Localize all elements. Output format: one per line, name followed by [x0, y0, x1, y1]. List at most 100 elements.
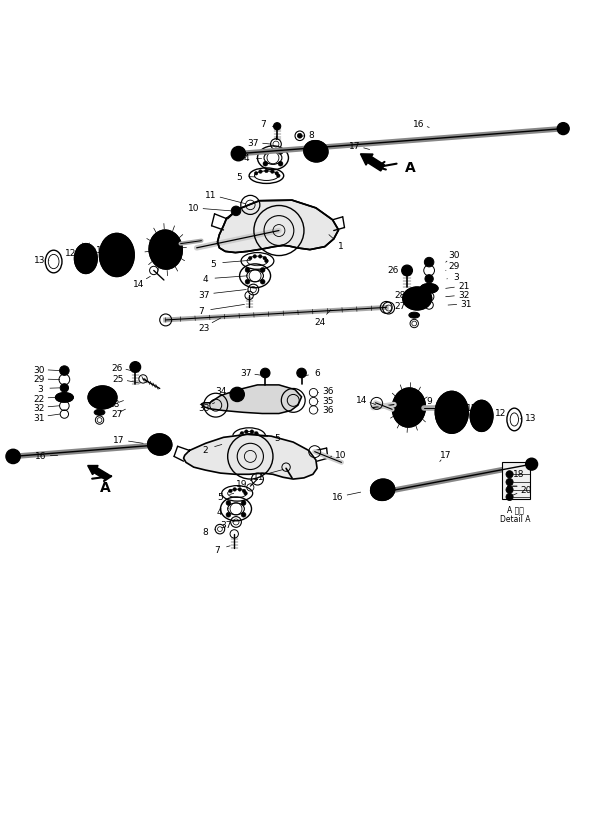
Text: 36: 36: [322, 387, 334, 395]
Circle shape: [297, 134, 302, 139]
Circle shape: [231, 207, 241, 216]
Polygon shape: [201, 385, 302, 414]
Text: 37: 37: [221, 521, 232, 530]
Text: 5: 5: [274, 433, 280, 442]
FancyArrow shape: [88, 466, 109, 480]
Circle shape: [263, 257, 266, 261]
Circle shape: [238, 488, 241, 492]
Text: 24: 24: [315, 317, 325, 326]
Circle shape: [256, 435, 260, 438]
Circle shape: [241, 501, 246, 506]
Text: 16: 16: [412, 119, 424, 128]
Ellipse shape: [88, 387, 117, 409]
Text: 10: 10: [188, 205, 200, 213]
Circle shape: [263, 162, 268, 167]
Text: 7: 7: [260, 119, 266, 128]
Text: 25: 25: [112, 375, 124, 384]
Circle shape: [506, 487, 513, 493]
Text: 5: 5: [210, 259, 216, 268]
Ellipse shape: [149, 231, 182, 270]
Text: 26: 26: [387, 266, 399, 274]
Text: 8: 8: [309, 131, 315, 140]
Text: 23: 23: [198, 323, 210, 332]
Circle shape: [231, 147, 246, 161]
Text: 16: 16: [332, 493, 344, 502]
Ellipse shape: [74, 244, 97, 274]
Text: A 詳細
Detail A: A 詳細 Detail A: [500, 504, 531, 524]
Text: 3: 3: [454, 272, 460, 282]
Text: 12: 12: [64, 248, 76, 258]
Circle shape: [265, 260, 268, 263]
Text: 27: 27: [395, 301, 406, 310]
Text: 33: 33: [198, 403, 210, 412]
Text: 35: 35: [322, 397, 334, 406]
Text: 13: 13: [33, 256, 45, 265]
Text: 14: 14: [355, 395, 367, 404]
FancyBboxPatch shape: [502, 463, 530, 500]
Circle shape: [254, 172, 258, 176]
Text: 4: 4: [216, 508, 222, 517]
Circle shape: [226, 513, 231, 518]
Text: 5: 5: [237, 172, 243, 181]
Circle shape: [425, 275, 433, 284]
Text: 30: 30: [448, 251, 460, 260]
Circle shape: [260, 280, 265, 285]
Circle shape: [233, 488, 237, 492]
Text: 7: 7: [198, 307, 204, 316]
Text: 6: 6: [315, 369, 321, 378]
Text: 19: 19: [235, 479, 247, 489]
Text: 5: 5: [218, 493, 224, 502]
Circle shape: [259, 171, 262, 174]
Text: 17: 17: [440, 450, 452, 459]
Text: 36: 36: [322, 406, 334, 414]
Text: 15: 15: [466, 403, 478, 412]
Text: 34: 34: [215, 387, 226, 396]
Circle shape: [277, 175, 280, 178]
Text: 32: 32: [33, 403, 45, 412]
FancyArrow shape: [361, 155, 384, 171]
Text: 4: 4: [244, 154, 250, 163]
Ellipse shape: [409, 313, 420, 319]
Text: 4: 4: [203, 275, 209, 284]
Text: 18: 18: [513, 469, 524, 478]
Text: 3: 3: [38, 384, 44, 393]
Ellipse shape: [403, 288, 432, 310]
Ellipse shape: [420, 284, 438, 294]
Circle shape: [278, 162, 283, 167]
Text: 28: 28: [395, 291, 406, 300]
Circle shape: [506, 471, 513, 479]
Text: 11: 11: [253, 472, 265, 481]
Circle shape: [297, 368, 306, 378]
Circle shape: [240, 432, 244, 436]
Text: 11: 11: [205, 191, 217, 200]
Circle shape: [271, 171, 274, 174]
Text: 26: 26: [111, 363, 123, 372]
Circle shape: [226, 501, 231, 506]
Circle shape: [130, 362, 141, 373]
Ellipse shape: [100, 234, 134, 277]
Text: 1: 1: [338, 242, 344, 251]
Text: 7: 7: [215, 545, 221, 554]
Text: 30: 30: [33, 365, 45, 374]
Circle shape: [424, 258, 434, 267]
Circle shape: [260, 368, 270, 378]
Circle shape: [250, 431, 254, 434]
Text: 14: 14: [132, 280, 144, 289]
Ellipse shape: [371, 479, 395, 501]
Text: 37: 37: [240, 369, 252, 378]
Text: 20: 20: [520, 486, 532, 494]
Circle shape: [60, 384, 69, 392]
Text: 9: 9: [426, 397, 432, 406]
Text: 13: 13: [524, 413, 536, 422]
Circle shape: [275, 172, 278, 176]
Circle shape: [245, 280, 250, 285]
Circle shape: [265, 170, 268, 174]
Circle shape: [253, 255, 256, 259]
Ellipse shape: [304, 142, 328, 162]
Ellipse shape: [470, 401, 493, 432]
Circle shape: [506, 493, 513, 501]
Text: A: A: [100, 481, 110, 495]
Circle shape: [259, 255, 262, 259]
Circle shape: [244, 431, 248, 434]
Circle shape: [402, 266, 412, 277]
